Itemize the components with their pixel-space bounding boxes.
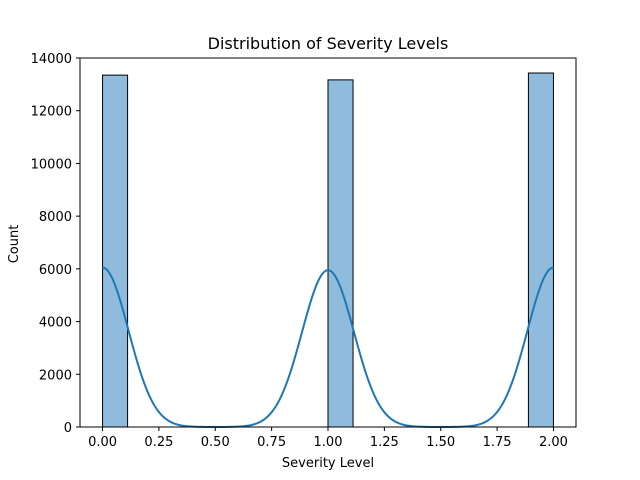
histogram-bar xyxy=(527,72,554,428)
x-axis: 0.00 0.25 0.50 0.75 1.00 1.25 1.50 1.75 2.00 xyxy=(88,427,568,450)
y-axis-label: Count xyxy=(7,225,22,264)
histogram-bar xyxy=(102,74,129,428)
y-tick-label: 6000 xyxy=(39,263,72,278)
x-tick-label: 2.00 xyxy=(539,435,568,450)
y-tick-label: 0 xyxy=(64,421,72,436)
x-tick-label: 1.75 xyxy=(483,435,512,450)
y-tick-label: 2000 xyxy=(39,368,72,383)
kde-line xyxy=(102,266,554,428)
y-tick-label: 4000 xyxy=(39,316,72,331)
chart-title: Distribution of Severity Levels xyxy=(208,34,449,53)
y-tick-label: 14000 xyxy=(31,52,72,67)
bars-group xyxy=(102,72,554,428)
x-tick-label: 0.25 xyxy=(144,435,173,450)
y-tick-label: 12000 xyxy=(31,105,72,120)
x-tick-label: 1.25 xyxy=(370,435,399,450)
y-tick-label: 8000 xyxy=(39,210,72,225)
y-tick-label: 10000 xyxy=(31,157,72,172)
histogram-bar xyxy=(327,79,354,428)
x-tick-label: 0.75 xyxy=(257,435,286,450)
x-tick-label: 0.50 xyxy=(201,435,230,450)
x-tick-label: 1.00 xyxy=(314,435,343,450)
x-tick-label: 0.00 xyxy=(88,435,117,450)
x-axis-label: Severity Level xyxy=(282,456,374,471)
x-tick-label: 1.50 xyxy=(426,435,455,450)
y-axis: 0 2000 4000 6000 8000 10000 12000 14000 xyxy=(31,52,80,436)
